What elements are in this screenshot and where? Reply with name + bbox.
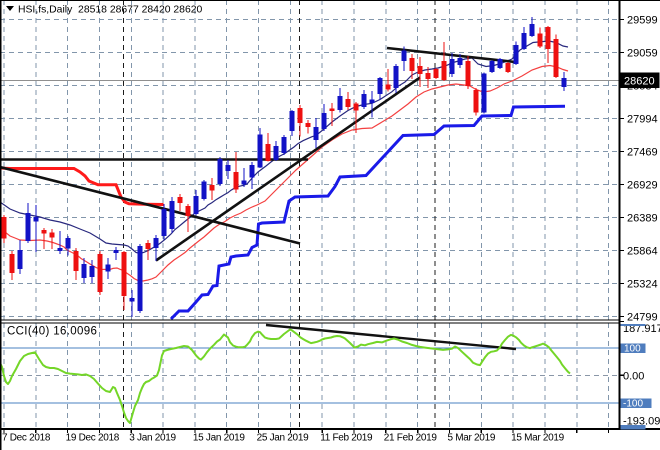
- svg-text:3 Jan 2019: 3 Jan 2019: [129, 433, 176, 444]
- svg-text:5 Mar 2019: 5 Mar 2019: [448, 433, 496, 444]
- svg-text:25864: 25864: [627, 246, 658, 258]
- svg-text:CCI(40) 16.0096: CCI(40) 16.0096: [7, 326, 97, 338]
- svg-text:-100: -100: [623, 399, 643, 410]
- svg-text:26389: 26389: [627, 213, 658, 225]
- svg-text:29599: 29599: [627, 15, 658, 27]
- svg-text:29059: 29059: [627, 48, 658, 60]
- svg-text:-193.097: -193.097: [623, 416, 660, 428]
- svg-text:15 Jan 2019: 15 Jan 2019: [193, 433, 245, 444]
- svg-text:24799: 24799: [627, 312, 658, 324]
- svg-text:0.00: 0.00: [623, 370, 644, 382]
- svg-text:11 Feb 2019: 11 Feb 2019: [320, 433, 373, 444]
- svg-text:27469: 27469: [627, 147, 658, 159]
- svg-text:25324: 25324: [627, 279, 658, 291]
- svg-text:25 Jan 2019: 25 Jan 2019: [257, 433, 309, 444]
- svg-text:HSI,fs,Daily 28518 28677 2842: HSI,fs,Daily 28518 28677 28420 28620: [18, 5, 203, 16]
- svg-text:19 Dec 2018: 19 Dec 2018: [66, 433, 120, 444]
- svg-text:7 Dec 2018: 7 Dec 2018: [2, 433, 51, 444]
- svg-text:28620: 28620: [624, 76, 655, 88]
- svg-text:15 Mar 2019: 15 Mar 2019: [511, 433, 565, 444]
- svg-text:27994: 27994: [627, 114, 658, 126]
- svg-text:21 Feb 2019: 21 Feb 2019: [384, 433, 438, 444]
- svg-text:26929: 26929: [627, 180, 658, 192]
- svg-text:100: 100: [624, 344, 641, 355]
